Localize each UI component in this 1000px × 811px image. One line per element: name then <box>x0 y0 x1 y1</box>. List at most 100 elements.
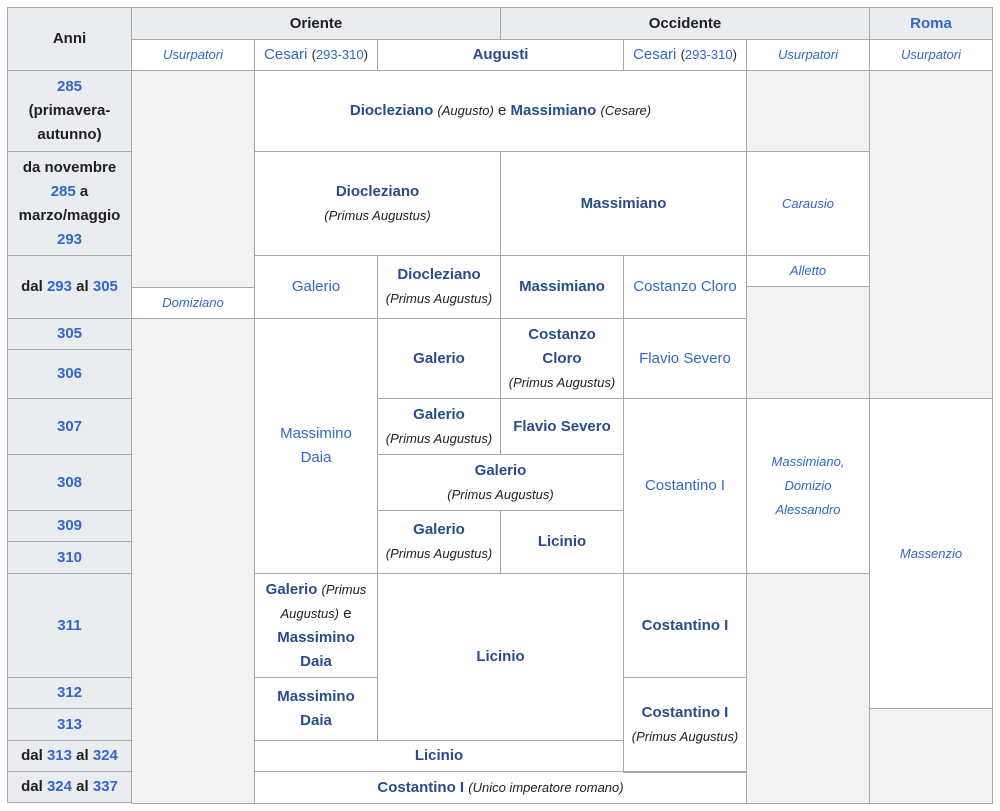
domizio-alessandro-link[interactable]: Domizio <box>784 478 832 493</box>
cell-carausio[interactable]: Carausio <box>746 151 870 256</box>
year-link[interactable]: 308 <box>56 473 83 491</box>
domiziano-link[interactable]: Domiziano <box>162 295 224 310</box>
year-link[interactable]: 305 <box>56 325 83 342</box>
massimiano-link[interactable]: Massimiano, <box>771 454 845 469</box>
licinio-link[interactable]: Licinio <box>476 648 525 665</box>
year-306[interactable]: 306 <box>7 349 132 399</box>
flavio-severo-link[interactable]: Flavio Severo <box>639 349 731 367</box>
year-link[interactable]: 309 <box>56 517 83 534</box>
costanzo-cloro-link[interactable]: Cloro <box>542 349 582 367</box>
year-link[interactable]: 312 <box>56 684 83 701</box>
massimino-daia-link[interactable]: Daia <box>300 652 332 670</box>
massimiano-link[interactable]: Massimiano <box>580 194 667 212</box>
costantino-link[interactable]: Costantino I <box>641 704 729 721</box>
cell-licinio-313-324[interactable]: Licinio <box>254 740 624 772</box>
roma-link[interactable]: Roma <box>910 14 952 32</box>
cesari-link[interactable]: Cesari <box>264 46 308 63</box>
cell-costantino-cesare[interactable]: Costantino I <box>623 398 747 574</box>
diocleziano-link[interactable]: Diocleziano <box>349 102 434 119</box>
alletto-link[interactable]: Alletto <box>789 263 827 278</box>
costanzo-cloro-link[interactable]: Costanzo Cloro <box>633 278 737 295</box>
cell-flavio-severo-augusto[interactable]: Flavio Severo <box>500 398 624 455</box>
domizio-alessandro-link[interactable]: Alessandro <box>775 502 841 517</box>
title-note: (Primus Augustus) <box>385 546 493 561</box>
year-link[interactable]: 324 <box>92 747 118 764</box>
year-link[interactable]: 337 <box>92 778 118 795</box>
augusti-link[interactable]: Augusti <box>472 46 529 63</box>
cell-massenzio[interactable]: Massenzio <box>869 398 993 709</box>
year-308[interactable]: 308 <box>7 454 132 511</box>
licinio-link[interactable]: Licinio <box>537 533 587 550</box>
year-link[interactable]: 310 <box>56 548 83 566</box>
costanzo-cloro-link[interactable]: Costanzo <box>528 325 596 343</box>
year-link[interactable]: 306 <box>56 365 83 382</box>
year-link[interactable]: 293 <box>46 278 72 295</box>
galerio-link[interactable]: Galerio <box>474 461 527 479</box>
massenzio-link[interactable]: Massenzio <box>899 545 963 561</box>
massimino-daia-link[interactable]: Massimino <box>277 688 355 705</box>
costantino-link[interactable]: Costantino I <box>641 616 729 634</box>
cell-costantino-augusto-311[interactable]: Costantino I <box>623 573 747 678</box>
cell-massimiano-285-293[interactable]: Massimiano <box>500 151 747 256</box>
year-link[interactable]: 305 <box>92 278 118 295</box>
cell-massimiano-augusto-293[interactable]: Massimiano <box>500 255 624 319</box>
cesari-link[interactable]: Cesari <box>633 46 677 63</box>
massimino-daia-link[interactable]: Daia <box>300 449 332 466</box>
cell-galerio-cesare[interactable]: Galerio <box>254 255 378 319</box>
cell-domiziano[interactable]: Domiziano <box>131 287 255 319</box>
year-note: marzo/maggio <box>18 206 121 224</box>
cell-costanzo-cloro-cesare[interactable]: Costanzo Cloro <box>623 255 747 319</box>
galerio-link[interactable]: Galerio <box>413 405 465 423</box>
costantino-link[interactable]: Costantino I <box>644 477 726 494</box>
cesari-years-link[interactable]: 293-310 <box>315 47 364 62</box>
cell-flavio-severo-cesare[interactable]: Flavio Severo <box>623 318 747 399</box>
flavio-severo-link[interactable]: Flavio Severo <box>513 417 611 435</box>
galerio-link[interactable]: Galerio <box>413 349 465 367</box>
subheader-usurpatori-oriente[interactable]: Usurpatori <box>131 39 255 71</box>
diocleziano-link[interactable]: Diocleziano <box>397 266 481 283</box>
year-310[interactable]: 310 <box>7 541 132 574</box>
year-link[interactable]: 285 <box>56 78 83 95</box>
cell-alletto[interactable]: Alletto <box>746 255 870 287</box>
subheader-usurpatori-occidente[interactable]: Usurpatori <box>746 39 870 71</box>
massimino-daia-link[interactable]: Daia <box>300 712 332 729</box>
empty-cell <box>746 286 870 399</box>
massimino-daia-link[interactable]: Massimino <box>280 425 352 442</box>
year-312[interactable]: 312 <box>7 677 132 709</box>
cell-licinio-augusto-311[interactable]: Licinio <box>377 573 624 741</box>
year-311[interactable]: 311 <box>7 573 132 678</box>
year-309[interactable]: 309 <box>7 510 132 542</box>
year-307[interactable]: 307 <box>7 398 132 455</box>
year-305[interactable]: 305 <box>7 318 132 350</box>
year-link[interactable]: 324 <box>46 778 72 795</box>
year-link[interactable]: 293 <box>56 230 83 248</box>
usurpatori-link[interactable]: Usurpatori <box>901 47 961 62</box>
cesari-years-link[interactable]: 293-310 <box>684 47 733 62</box>
galerio-link[interactable]: Galerio <box>413 521 465 538</box>
subheader-augusti[interactable]: Augusti <box>377 39 624 71</box>
massimino-daia-link[interactable]: Massimino <box>277 628 355 646</box>
carausio-link[interactable]: Carausio <box>781 195 835 211</box>
header-roma[interactable]: Roma <box>869 7 993 40</box>
galerio-link[interactable]: Galerio <box>291 278 341 295</box>
usurpatori-link[interactable]: Usurpatori <box>778 47 838 62</box>
usurpatori-link[interactable]: Usurpatori <box>163 47 223 62</box>
subheader-usurpatori-roma[interactable]: Usurpatori <box>869 39 993 71</box>
year-link[interactable]: 311 <box>57 616 82 634</box>
diocleziano-link[interactable]: Diocleziano <box>335 182 420 200</box>
massimiano-link[interactable]: Massimiano <box>510 102 597 119</box>
galerio-link[interactable]: Galerio <box>265 580 318 598</box>
year-link[interactable]: 307 <box>56 417 83 435</box>
licinio-link[interactable]: Licinio <box>414 747 464 764</box>
year-313[interactable]: 313 <box>7 708 132 741</box>
cell-galerio-augusto-305[interactable]: Galerio <box>377 318 501 399</box>
year-note: autunno) <box>37 126 102 143</box>
subheader-cesari-oriente[interactable]: Cesari (293-310) <box>254 39 378 71</box>
year-link[interactable]: 313 <box>56 715 83 733</box>
massimiano-link[interactable]: Massimiano <box>519 278 605 295</box>
cell-licinio-augusto-309[interactable]: Licinio <box>500 510 624 574</box>
year-link[interactable]: 285 <box>50 182 76 200</box>
subheader-cesari-occidente[interactable]: Cesari (293-310) <box>623 39 747 71</box>
year-link[interactable]: 313 <box>46 747 72 764</box>
costantino-link[interactable]: Costantino I <box>377 778 465 796</box>
